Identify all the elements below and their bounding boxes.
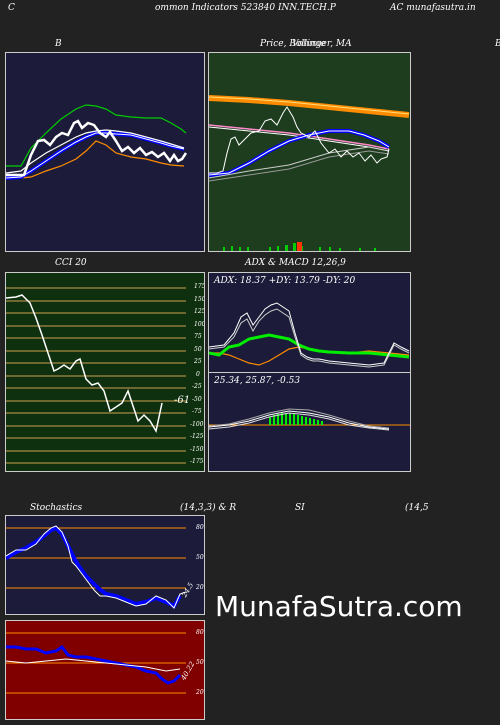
header-right: AC munafasutra.in xyxy=(390,3,476,13)
macd-signal xyxy=(209,412,390,431)
watermark: MunafaSutra.com xyxy=(215,590,463,623)
rsi-avg-line xyxy=(6,658,181,672)
volume-bar-highlight xyxy=(297,242,302,251)
bb-lower-band xyxy=(6,140,185,179)
adx-minus-dy-2 xyxy=(209,308,410,368)
rsi-chart: 80 50 20 40.22 xyxy=(5,620,205,720)
rsi-tick: 50 xyxy=(196,659,204,666)
header-left: C xyxy=(8,3,15,13)
macd-values: 25.34, 25.87, -0.53 xyxy=(214,376,301,386)
price-ma-long-band xyxy=(209,95,410,118)
stoch-tick: 80 xyxy=(196,524,204,531)
rsi-grid xyxy=(6,632,186,694)
stoch-k-line xyxy=(6,525,187,609)
cci-tick: -25 xyxy=(192,383,202,390)
cci-chart: 175 150 125 100 75 50 25 0 -25 -50 -75 -… xyxy=(5,272,205,472)
cci-tick: -75 xyxy=(192,408,202,415)
adx-values: ADX: 18.37 +DY: 13.79 -DY: 20 xyxy=(214,276,356,286)
bb-price-line xyxy=(6,119,188,177)
stoch-tick: 20 xyxy=(196,584,204,591)
cci-tick: 100 xyxy=(194,321,205,328)
cci-label: CCI 20 xyxy=(55,258,87,268)
price-line xyxy=(209,106,390,174)
bb-ma-line xyxy=(6,129,185,174)
volume-bars xyxy=(223,243,376,251)
cci-tick: -100 xyxy=(190,421,204,428)
bollinger-chart xyxy=(5,52,205,252)
cci-tick: -150 xyxy=(190,446,204,453)
rsi-label: SI xyxy=(295,503,305,513)
macd-signal-2 xyxy=(209,408,390,429)
cci-tick: -50 xyxy=(192,396,202,403)
macd-line xyxy=(209,410,390,430)
cci-grid xyxy=(6,287,186,464)
stoch-tick: 50 xyxy=(196,554,204,561)
macd-histogram xyxy=(269,413,323,425)
rsi-tick: 80 xyxy=(196,629,204,636)
cci-tick: -125 xyxy=(190,433,204,440)
stoch-chart: 80 50 20 24.5 xyxy=(5,515,205,615)
rsi-params: (14,5 xyxy=(405,503,429,513)
bollinger-label: B xyxy=(55,39,62,49)
cci-tick: 175 xyxy=(194,283,205,290)
adx-minus-dy xyxy=(209,302,410,366)
cci-tick: 150 xyxy=(194,296,205,303)
cci-tick: 0 xyxy=(196,371,200,378)
stoch-d-line xyxy=(6,525,182,609)
cci-tick: 75 xyxy=(194,333,202,340)
price-bb-lower-2 xyxy=(209,150,390,182)
stoch-grid xyxy=(6,527,186,589)
cci-tick: 125 xyxy=(194,308,205,315)
adx-line xyxy=(209,333,410,359)
cci-tick: 25 xyxy=(194,358,202,365)
adx-macd-divider xyxy=(209,372,410,373)
price-chart xyxy=(208,52,411,252)
adx-label: ADX & MACD 12,26,9 xyxy=(245,258,346,268)
price-ma-long-inner xyxy=(209,96,410,115)
price-bb-blue-inner xyxy=(209,130,390,176)
rsi-tick: 20 xyxy=(196,689,204,696)
cci-line xyxy=(6,294,163,434)
adx-macd-chart: ADX: 18.37 +DY: 13.79 -DY: 20 25.34, 25.… xyxy=(208,272,411,472)
header-title: ommon Indicators 523840 INN.TECH.P xyxy=(155,3,336,13)
cci-value-label: -61 xyxy=(174,395,191,406)
price-bb-lower xyxy=(209,146,390,179)
volume-label: Volume xyxy=(292,39,326,49)
stoch-label: Stochastics xyxy=(30,503,83,513)
bb-middle-band-inner xyxy=(6,132,185,179)
price-label: Price, Bollinger, MA xyxy=(260,39,352,49)
cci-tick: -175 xyxy=(190,458,204,465)
price-right-mark: B xyxy=(495,39,500,49)
stoch-params: (14,3,3) & R xyxy=(180,503,237,513)
cci-tick: 50 xyxy=(194,346,202,353)
rsi-line xyxy=(6,644,182,685)
